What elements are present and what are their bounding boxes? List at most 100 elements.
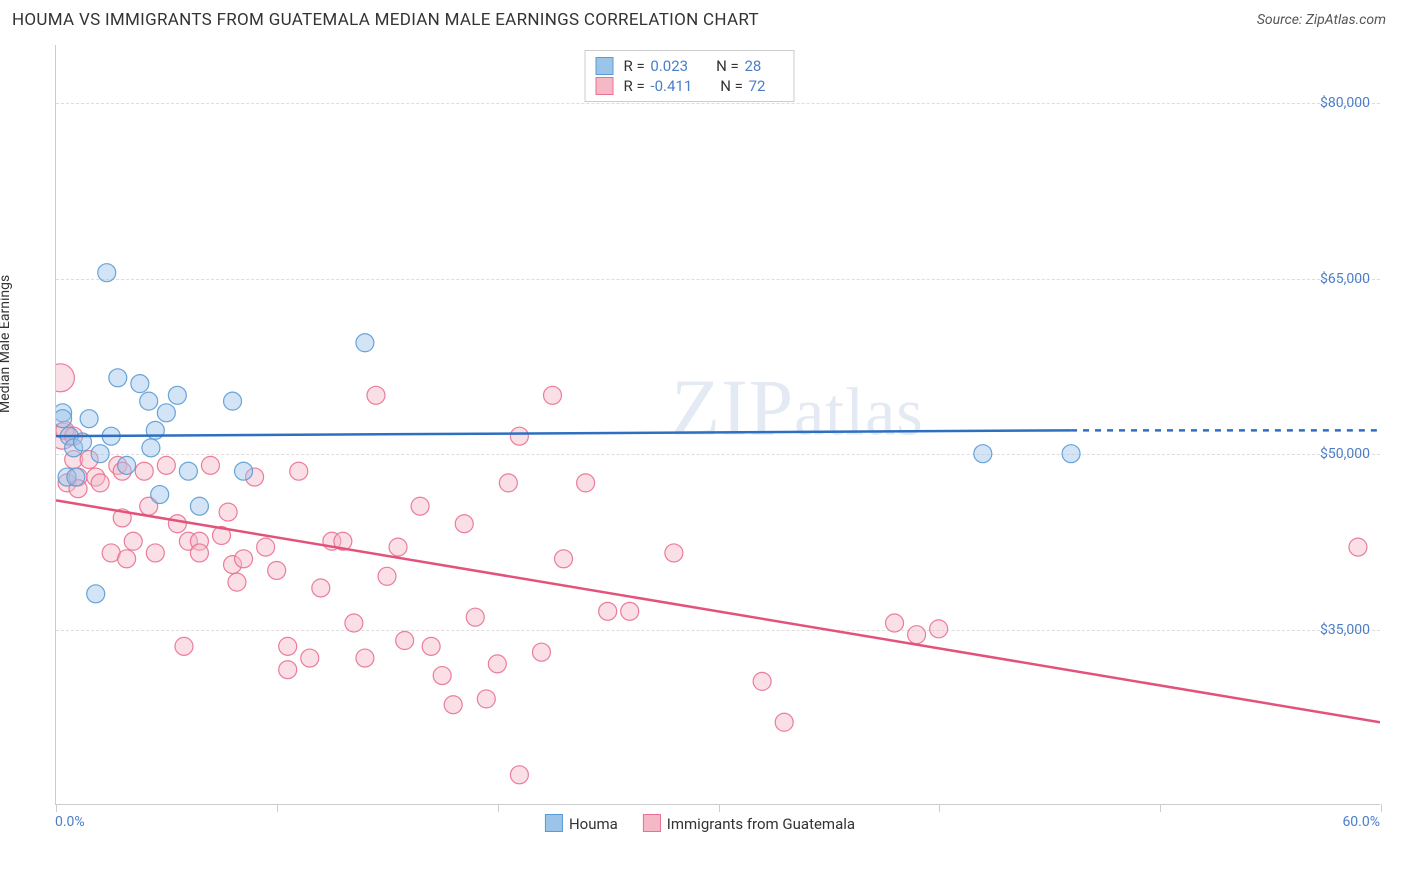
x-max-label: 60.0% <box>1342 814 1380 830</box>
data-point <box>124 532 142 550</box>
data-point <box>235 550 253 568</box>
data-point <box>219 503 237 521</box>
data-point <box>599 602 617 620</box>
data-point <box>555 550 573 568</box>
data-point <box>168 386 186 404</box>
data-point <box>257 538 275 556</box>
data-point <box>422 637 440 655</box>
data-point <box>140 392 158 410</box>
data-point <box>532 643 550 661</box>
data-point <box>665 544 683 562</box>
data-point <box>499 474 517 492</box>
x-tick <box>719 804 720 812</box>
data-point <box>157 404 175 422</box>
data-point <box>80 410 98 428</box>
data-point <box>91 445 109 463</box>
data-point <box>510 427 528 445</box>
data-point <box>930 620 948 638</box>
data-point <box>367 386 385 404</box>
data-point <box>488 655 506 673</box>
data-point <box>201 456 219 474</box>
chart-title: HOUMA VS IMMIGRANTS FROM GUATEMALA MEDIA… <box>12 10 759 30</box>
data-point <box>235 462 253 480</box>
chart-container: Median Male Earnings ZIPatlas $35,000$50… <box>10 35 1390 855</box>
data-point <box>279 661 297 679</box>
correlation-legend: R = 0.023 N = 28 R = -0.411 N = 72 <box>585 50 795 102</box>
plot-area: ZIPatlas $35,000$50,000$65,000$80,000 <box>55 45 1380 805</box>
regression-line <box>56 500 1380 722</box>
data-point <box>753 672 771 690</box>
data-point <box>118 456 136 474</box>
data-point <box>56 410 72 428</box>
x-tick <box>56 804 57 812</box>
data-point <box>455 515 473 533</box>
data-point <box>98 264 116 282</box>
data-point <box>775 713 793 731</box>
data-point <box>190 544 208 562</box>
legend-row-guatemala: R = -0.411 N = 72 <box>596 77 784 95</box>
data-point <box>151 486 169 504</box>
x-tick <box>498 804 499 812</box>
data-point <box>356 334 374 352</box>
x-tick <box>939 804 940 812</box>
data-point <box>466 608 484 626</box>
legend-item-guatemala: Immigrants from Guatemala <box>643 814 855 833</box>
data-point <box>91 474 109 492</box>
data-point <box>146 544 164 562</box>
chart-source: Source: ZipAtlas.com <box>1257 12 1386 28</box>
swatch-guatemala-bottom <box>643 814 661 832</box>
swatch-houma-bottom <box>545 814 563 832</box>
data-point <box>279 637 297 655</box>
data-point <box>389 538 407 556</box>
data-point <box>444 696 462 714</box>
data-point <box>268 561 286 579</box>
chart-header: HOUMA VS IMMIGRANTS FROM GUATEMALA MEDIA… <box>0 0 1406 35</box>
data-point <box>621 602 639 620</box>
data-point <box>131 375 149 393</box>
x-tick <box>1381 804 1382 812</box>
regression-line <box>56 430 1071 436</box>
data-point <box>1062 445 1080 463</box>
x-tick <box>277 804 278 812</box>
data-point <box>356 649 374 667</box>
data-point <box>290 462 308 480</box>
x-min-label: 0.0% <box>55 814 85 830</box>
legend-row-houma: R = 0.023 N = 28 <box>596 57 784 75</box>
data-point <box>477 690 495 708</box>
plot-svg <box>56 45 1380 804</box>
data-point <box>142 439 160 457</box>
data-point <box>56 364 74 392</box>
data-point <box>301 649 319 667</box>
data-point <box>224 392 242 410</box>
data-point <box>411 497 429 515</box>
swatch-guatemala <box>596 77 614 95</box>
data-point <box>87 585 105 603</box>
data-point <box>168 515 186 533</box>
data-point <box>1349 538 1367 556</box>
data-point <box>396 632 414 650</box>
data-point <box>157 456 175 474</box>
data-point <box>908 626 926 644</box>
y-axis-label: Median Male Earnings <box>0 275 13 413</box>
data-point <box>544 386 562 404</box>
data-point <box>179 462 197 480</box>
data-point <box>67 468 85 486</box>
series-legend: Houma Immigrants from Guatemala <box>545 814 855 833</box>
legend-item-houma: Houma <box>545 814 618 833</box>
data-point <box>510 766 528 784</box>
data-point <box>345 614 363 632</box>
data-point <box>378 567 396 585</box>
data-point <box>175 637 193 655</box>
data-point <box>190 497 208 515</box>
data-point <box>118 550 136 568</box>
data-point <box>228 573 246 591</box>
data-point <box>577 474 595 492</box>
data-point <box>886 614 904 632</box>
data-point <box>312 579 330 597</box>
data-point <box>433 667 451 685</box>
data-point <box>109 369 127 387</box>
x-tick <box>1160 804 1161 812</box>
data-point <box>974 445 992 463</box>
data-point <box>135 462 153 480</box>
swatch-houma <box>596 57 614 75</box>
